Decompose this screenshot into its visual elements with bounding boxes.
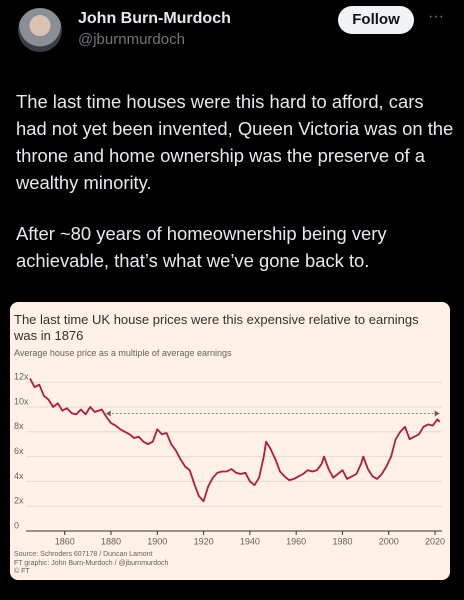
more-button[interactable]: ··· xyxy=(428,8,444,25)
source-line: Source: Schroders 607178 / Duncan Lamont xyxy=(14,551,153,558)
x-tick-label: 1920 xyxy=(194,536,214,546)
chart-card[interactable]: 0 2x 4x 6x 8x 10x 12x 1860 1880 1900 1920 1940 1960 1… xyxy=(10,302,450,580)
follow-button[interactable]: Follow xyxy=(338,6,414,34)
tweet-text: The last time houses were this hard to a… xyxy=(16,91,454,193)
y-tick-label: 12x xyxy=(14,372,29,382)
x-tick-label: 2000 xyxy=(379,536,399,546)
y-tick-label: 10x xyxy=(14,396,29,406)
x-tick-label: 1900 xyxy=(147,536,167,546)
source-line: © FT xyxy=(14,568,30,575)
avatar[interactable] xyxy=(18,8,62,52)
x-tick-label: 1940 xyxy=(240,536,260,546)
y-tick-label: 2x xyxy=(14,496,24,506)
x-tick-label: 2020 xyxy=(425,536,445,546)
y-tick-label: 4x xyxy=(14,471,24,481)
x-tick-label: 1980 xyxy=(332,536,352,546)
x-tick-label: 1880 xyxy=(101,536,121,546)
data-line xyxy=(29,378,441,503)
x-tick-label: 1960 xyxy=(286,536,306,546)
source: Source: Schroders 607178 / Duncan Lamont… xyxy=(14,551,168,577)
y-tick-label: 6x xyxy=(14,446,24,456)
y-tick-label: 8x xyxy=(14,421,24,431)
x-tick-label: 1860 xyxy=(55,536,75,546)
y-tick-label: 0 xyxy=(14,520,19,530)
chart-title: The last time UK house prices were this … xyxy=(14,312,419,343)
author-name[interactable]: John Burn-Murdoch xyxy=(78,10,231,27)
chart: 0 2x 4x 6x 8x 10x 12x 1860 1880 1900 1920 1940 1960 1… xyxy=(14,372,445,547)
source-line: FT graphic: John Burn-Murdoch / @jburnmu… xyxy=(14,559,169,567)
author-handle[interactable]: @jburnmurdoch xyxy=(78,31,185,48)
tweet-text: After ~80 years of homeownership being v… xyxy=(16,223,387,271)
chart-subtitle: Average house price as a multiple of ave… xyxy=(14,348,232,358)
